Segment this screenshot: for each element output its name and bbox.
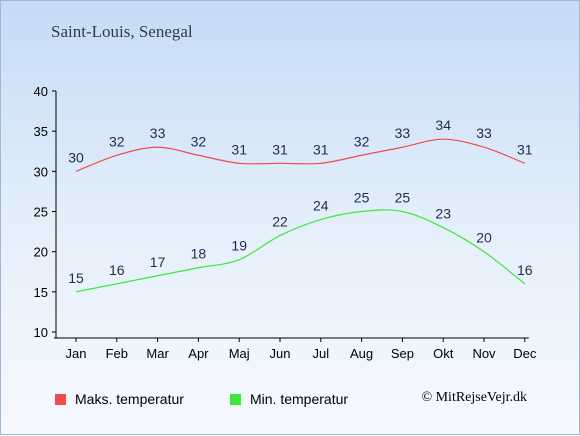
- data-label-max: 33: [395, 125, 411, 141]
- x-tick-label: Feb: [106, 346, 128, 361]
- data-label-max: 32: [354, 133, 370, 149]
- legend-label-min: Min. temperatur: [250, 391, 349, 407]
- data-label-max: 32: [109, 133, 125, 149]
- data-label-min: 16: [517, 262, 533, 278]
- data-label-min: 17: [150, 254, 166, 270]
- y-tick-label: 10: [34, 325, 48, 340]
- data-label-min: 20: [476, 230, 492, 246]
- data-label-max: 34: [435, 117, 451, 133]
- y-tick-label: 25: [34, 205, 48, 220]
- legend-item-max: Maks. temperatur: [55, 391, 184, 407]
- x-tick-label: Dec: [513, 346, 537, 361]
- data-label-max: 33: [476, 125, 492, 141]
- y-tick-label: 15: [34, 285, 48, 300]
- data-label-min: 19: [231, 238, 247, 254]
- copyright-credit: © MitRejseVejr.dk: [421, 390, 527, 405]
- data-label-min: 22: [272, 214, 288, 230]
- x-tick-label: Jul: [312, 346, 329, 361]
- x-tick-label: Mar: [146, 346, 169, 361]
- data-label-min: 15: [68, 270, 84, 286]
- data-label-max: 31: [313, 141, 329, 157]
- legend-swatch-min: [230, 393, 241, 405]
- data-label-min: 25: [395, 190, 411, 206]
- data-label-max: 31: [517, 141, 533, 157]
- data-label-min: 25: [354, 190, 370, 206]
- y-tick-label: 30: [34, 164, 48, 179]
- data-label-min: 16: [109, 262, 125, 278]
- y-tick-label: 35: [34, 124, 48, 139]
- series-line-min: [75, 209, 526, 293]
- x-tick-label: Aug: [350, 346, 373, 361]
- data-label-max: 31: [231, 141, 247, 157]
- data-label-min: 24: [313, 198, 329, 214]
- y-tick-label: 40: [34, 84, 48, 99]
- x-tick-label: Apr: [188, 346, 209, 361]
- legend-item-min: Min. temperatur: [230, 391, 348, 407]
- legend-label-max: Maks. temperatur: [75, 391, 184, 407]
- y-tick-label: 20: [34, 245, 48, 260]
- x-tick-label: Maj: [229, 346, 250, 361]
- data-label-max: 31: [272, 141, 288, 157]
- data-label-max: 30: [68, 149, 84, 165]
- data-label-min: 23: [435, 206, 451, 222]
- x-tick-label: Nov: [472, 346, 496, 361]
- legend-swatch-max: [55, 393, 66, 405]
- x-tick-label: Jan: [66, 346, 87, 361]
- series-line-max: [75, 138, 526, 172]
- data-label-max: 32: [191, 133, 207, 149]
- x-tick-label: Jun: [270, 346, 291, 361]
- data-label-min: 18: [191, 246, 207, 262]
- x-tick-label: Sep: [391, 346, 414, 361]
- data-label-max: 33: [150, 125, 166, 141]
- x-tick-label: Okt: [433, 346, 454, 361]
- chart-title: Saint-Louis, Senegal: [51, 22, 193, 41]
